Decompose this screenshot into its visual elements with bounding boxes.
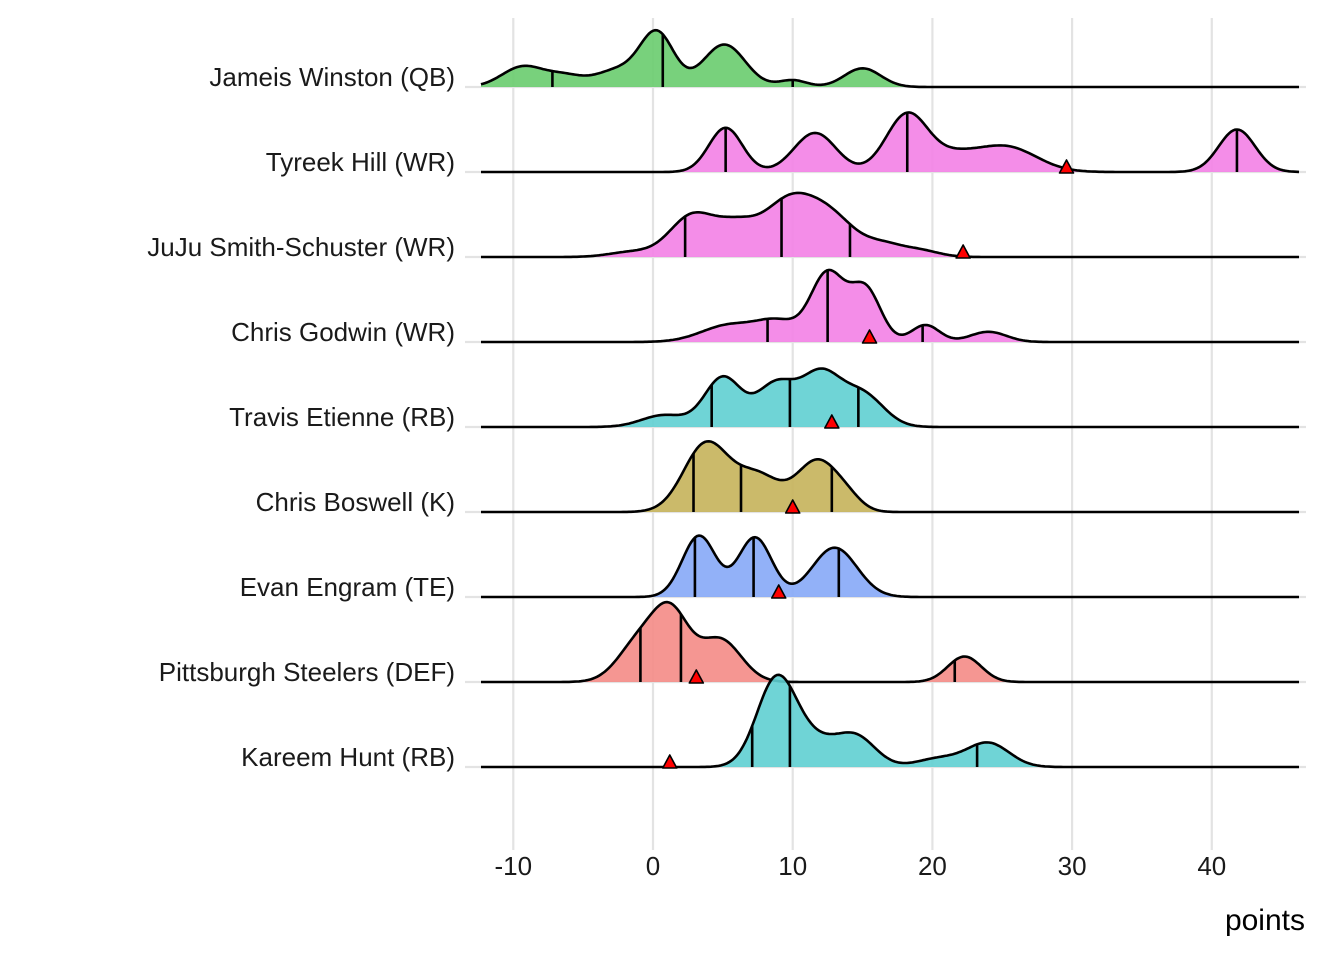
y-axis-label: Tyreek Hill (WR) [266, 147, 455, 177]
density-area [481, 30, 1299, 87]
x-tick-label: 40 [1197, 851, 1226, 881]
vertical-gridlines [512, 18, 1213, 850]
density-area [481, 368, 1299, 427]
density-area [481, 269, 1299, 342]
ridge-7 [481, 600, 1299, 684]
density-line [481, 534, 1299, 599]
density-area [481, 674, 1299, 767]
x-tick-label: 30 [1058, 851, 1087, 881]
y-axis-labels: Jameis Winston (QB) Tyreek Hill (WR) JuJu … [147, 62, 455, 772]
ridge-0 [480, 28, 1299, 89]
projection-marker [861, 329, 878, 344]
density-line [481, 439, 1299, 514]
density-line [480, 28, 1299, 89]
x-axis-tick-labels: -10 0 10 20 30 40 [495, 851, 1227, 881]
ridges [480, 28, 1300, 769]
x-tick-label: -10 [495, 851, 533, 881]
ridge-6 [481, 534, 1299, 599]
ridge-8 [481, 673, 1299, 769]
ridge-4 [481, 367, 1299, 429]
y-axis-label: Jameis Winston (QB) [209, 62, 455, 92]
y-axis-label: Pittsburgh Steelers (DEF) [159, 657, 455, 687]
y-axis-label: Chris Boswell (K) [256, 487, 455, 517]
density-line [481, 191, 1299, 259]
density-area [481, 192, 1299, 257]
projection-marker [770, 584, 787, 599]
y-axis-label: Chris Godwin (WR) [231, 317, 455, 347]
x-tick-label: 0 [646, 851, 660, 881]
projection-marker [1058, 159, 1075, 174]
ridge-3 [481, 268, 1299, 344]
x-tick-label: 20 [918, 851, 947, 881]
y-axis-label: Evan Engram (TE) [240, 572, 455, 602]
density-line [481, 367, 1299, 429]
y-axis-label: JuJu Smith-Schuster (WR) [147, 232, 455, 262]
density-area [481, 441, 1299, 512]
x-tick-label: 10 [778, 851, 807, 881]
x-axis-title: points [1225, 904, 1305, 937]
ridge-2 [481, 191, 1299, 259]
density-line [481, 111, 1300, 174]
density-line [481, 600, 1299, 684]
projection-marker [688, 669, 705, 684]
y-axis-label: Kareem Hunt (RB) [241, 742, 455, 772]
density-area [481, 112, 1299, 172]
ridge-1 [481, 111, 1300, 174]
y-axis-label: Travis Etienne (RB) [229, 402, 455, 432]
density-area [481, 602, 1299, 682]
density-line [481, 268, 1299, 344]
projection-marker [824, 414, 840, 429]
projection-marker [955, 244, 971, 259]
density-line [481, 673, 1299, 769]
density-area [481, 535, 1299, 597]
ridge-5 [481, 439, 1299, 514]
projection-marker [661, 754, 678, 769]
projection-marker [784, 499, 801, 514]
